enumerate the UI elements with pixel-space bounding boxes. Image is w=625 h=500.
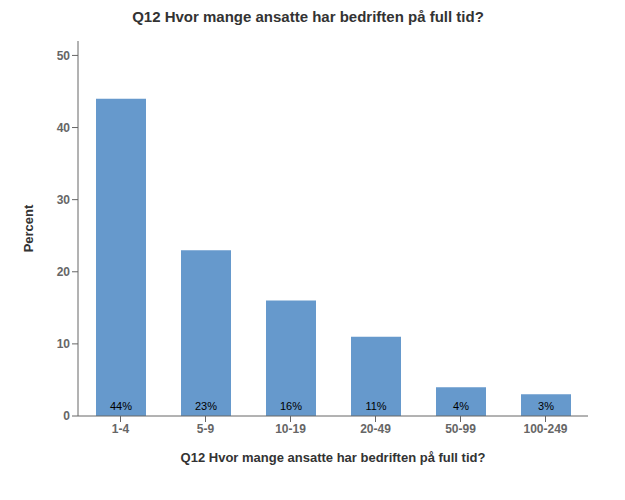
svg-text:Percent: Percent <box>21 204 36 252</box>
svg-text:Q12 Hvor mange ansatte har bed: Q12 Hvor mange ansatte har bedriften på … <box>181 450 486 465</box>
svg-text:5-9: 5-9 <box>197 422 215 436</box>
svg-text:16%: 16% <box>280 400 302 412</box>
svg-text:3%: 3% <box>538 400 554 412</box>
svg-text:0: 0 <box>63 409 70 423</box>
svg-text:10-19: 10-19 <box>275 422 306 436</box>
svg-text:50: 50 <box>57 49 71 63</box>
svg-text:44%: 44% <box>110 400 132 412</box>
svg-text:100-249: 100-249 <box>523 422 567 436</box>
svg-text:23%: 23% <box>195 400 217 412</box>
svg-text:20-49: 20-49 <box>360 422 391 436</box>
svg-text:11%: 11% <box>365 400 386 412</box>
svg-text:50-99: 50-99 <box>445 422 476 436</box>
svg-text:4%: 4% <box>453 400 469 412</box>
svg-text:20: 20 <box>57 265 71 279</box>
svg-text:10: 10 <box>57 337 71 351</box>
svg-text:40: 40 <box>57 121 71 135</box>
html-text:Q12 Hvor mange ansatte har bed: Q12 Hvor mange ansatte har bedriften på … <box>132 8 484 25</box>
svg-text:30: 30 <box>57 193 71 207</box>
svg-text:1-4: 1-4 <box>112 422 130 436</box>
